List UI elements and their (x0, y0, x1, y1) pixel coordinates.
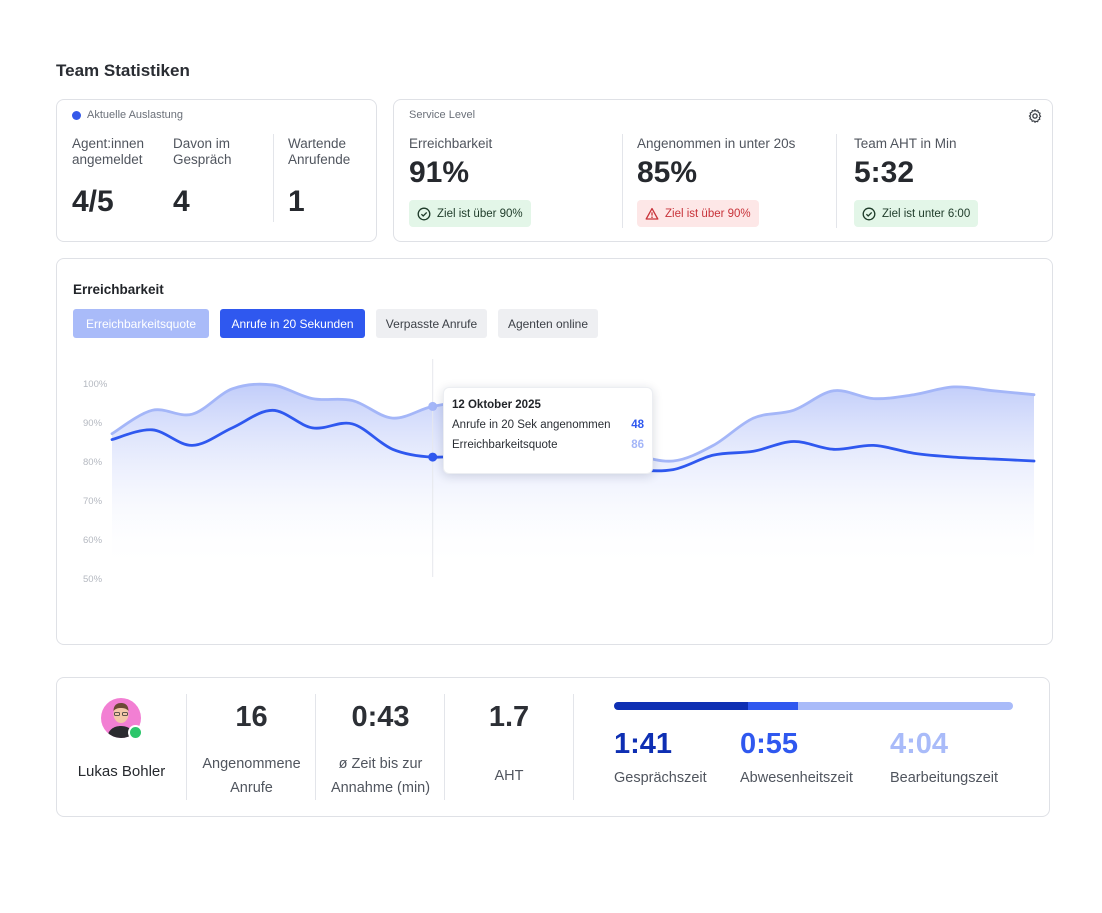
tooltip-row-label: Anrufe in 20 Sek angenommen (452, 419, 611, 431)
waiting-callers-value: 1 (288, 185, 305, 218)
reachability-chart-card: Erreichbarkeit Erreichbarkeitsquote Anru… (56, 258, 1053, 645)
tooltip-row-value: 86 (631, 439, 644, 451)
reachability-goal-badge: Ziel ist über 90% (409, 200, 531, 227)
divider (444, 694, 445, 800)
y-tick-label: 50% (83, 574, 103, 585)
hover-point (428, 401, 438, 411)
divider (315, 694, 316, 800)
agents-logged-in-value: 4/5 (72, 185, 114, 218)
agent-stats-card: Lukas Bohler 16 Angenommene Anrufe 0:43 ø… (56, 677, 1050, 817)
tooltip-row: Anrufe in 20 Sek angenommen 48 (452, 419, 644, 431)
absence-time-value: 0:55 (740, 728, 799, 760)
processing-time-label: Bearbeitungszeit (890, 770, 999, 786)
online-status-icon (128, 725, 143, 740)
aht-value: 1.7 (488, 701, 530, 733)
agents-in-call-value: 4 (173, 185, 190, 218)
tooltip-row-value: 48 (631, 419, 644, 431)
team-aht-value: 5:32 (854, 156, 915, 189)
load-caption-text: Aktuelle Auslastung (87, 109, 184, 121)
talk-time-label: Gesprächszeit (614, 770, 707, 786)
check-circle-icon (417, 207, 431, 220)
agents-in-call-label: Davon im Gespräch (173, 136, 232, 167)
absence-time-label: Abwesenheitszeit (740, 770, 853, 786)
answered-under-20s-label: Angenommen in unter 20s (637, 136, 796, 151)
y-tick-label: 90% (83, 418, 103, 429)
current-load-card: Aktuelle Auslastung Agent:innen angemelde… (56, 99, 377, 242)
hover-point (428, 452, 438, 462)
divider (622, 134, 623, 228)
y-tick-label: 80% (83, 457, 103, 468)
avg-time-to-answer-label: ø Zeit bis zur Annahme (min) (330, 756, 431, 796)
check-circle-icon (862, 207, 876, 220)
y-tick-label: 60% (83, 535, 103, 546)
accepted-calls-value: 16 (235, 701, 268, 733)
y-tick-label: 100% (83, 379, 108, 390)
talk-time-value: 1:41 (614, 728, 673, 760)
tooltip-row: Erreichbarkeitsquote 86 (452, 439, 644, 451)
time-bar-segment (614, 702, 749, 710)
chart-title: Erreichbarkeit (73, 282, 164, 297)
service-level-card: Service Level Erreichbarkeit 91% Ziel is… (393, 99, 1053, 242)
divider (273, 134, 274, 222)
tab-agents-online[interactable]: Agenten online (498, 309, 598, 338)
processing-time-value: 4:04 (890, 728, 949, 760)
divider (836, 134, 837, 228)
agents-logged-in-label: Agent:innen angemeldet (72, 136, 145, 167)
reachability-value: 91% (409, 156, 470, 189)
service-caption: Service Level (409, 109, 476, 121)
avg-time-to-answer-value: 0:43 (351, 701, 410, 733)
area-fill (112, 384, 1034, 570)
accepted-calls-label: Angenommene Anrufe (202, 756, 301, 796)
tooltip-date: 12 Oktober 2025 (452, 399, 541, 411)
time-bar-segment (797, 702, 1013, 710)
divider (573, 694, 574, 800)
page-title: Team Statistiken (56, 61, 190, 80)
waiting-callers-label: Wartende Anrufende (288, 136, 351, 167)
answered-under-20s-goal-badge: Ziel ist über 90% (637, 200, 759, 227)
load-caption: Aktuelle Auslastung (72, 109, 183, 121)
answered-under-20s-value: 85% (637, 156, 698, 189)
divider (186, 694, 187, 800)
team-aht-goal-badge: Ziel ist unter 6:00 (854, 200, 979, 227)
y-tick-label: 70% (83, 496, 103, 507)
live-indicator-icon (72, 110, 81, 120)
chart-tooltip: 12 Oktober 2025 Anrufe in 20 Sek angenom… (443, 387, 653, 474)
tooltip-row-label: Erreichbarkeitsquote (452, 439, 558, 451)
gear-icon[interactable] (1027, 108, 1043, 124)
time-distribution-bar (614, 702, 1013, 710)
warning-icon (645, 207, 659, 220)
aht-label: AHT (494, 768, 524, 784)
agent-name: Lukas Bohler (77, 763, 166, 780)
tab-reachability-rate[interactable]: Erreichbarkeitsquote (73, 309, 209, 338)
tab-missed-calls[interactable]: Verpasste Anrufe (376, 309, 487, 338)
team-aht-label: Team AHT in Min (854, 136, 957, 151)
reachability-label: Erreichbarkeit (409, 136, 493, 151)
time-bar-segment (748, 702, 798, 710)
tab-calls-in-20-seconds[interactable]: Anrufe in 20 Sekunden (220, 309, 365, 338)
